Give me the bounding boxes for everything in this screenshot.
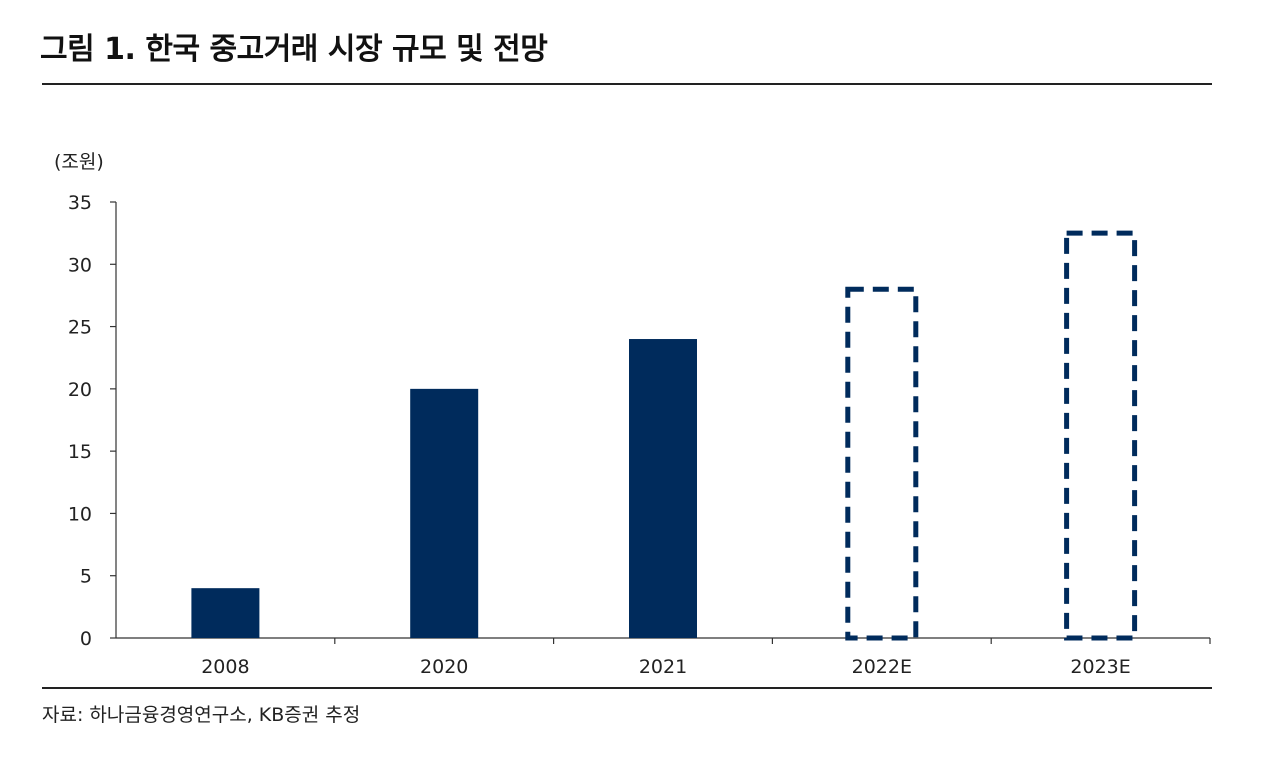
source-note: 자료: 하나금융경영연구소, KB증권 추정: [42, 704, 361, 726]
y-tick-label: 25: [68, 317, 92, 339]
bar-estimate-2022E: [845, 286, 919, 641]
y-tick-label: 35: [68, 192, 92, 214]
y-axis-unit-label: (조원): [54, 151, 104, 173]
bar-2020: [410, 388, 479, 638]
bar-2008: [191, 588, 260, 638]
x-tick-label: 2023E: [1070, 656, 1130, 678]
x-tick-label: 2008: [201, 656, 249, 678]
y-tick-label: 10: [68, 503, 92, 525]
y-tick-label: 30: [68, 254, 92, 276]
y-tick-label: 20: [68, 379, 92, 401]
y-tick-label: 15: [68, 441, 92, 463]
chart-title: 그림 1. 한국 중고거래 시장 규모 및 전망: [40, 32, 548, 67]
y-tick-label: 0: [80, 628, 92, 650]
x-tick-label: 2021: [639, 656, 687, 678]
bar-2021: [629, 339, 697, 638]
top-divider: [42, 83, 1212, 85]
bar-estimate-2023E: [1064, 230, 1138, 641]
y-tick-label: 5: [80, 566, 92, 588]
bottom-divider: [42, 687, 1212, 689]
x-tick-label: 2020: [420, 656, 468, 678]
x-tick-label: 2022E: [852, 656, 912, 678]
